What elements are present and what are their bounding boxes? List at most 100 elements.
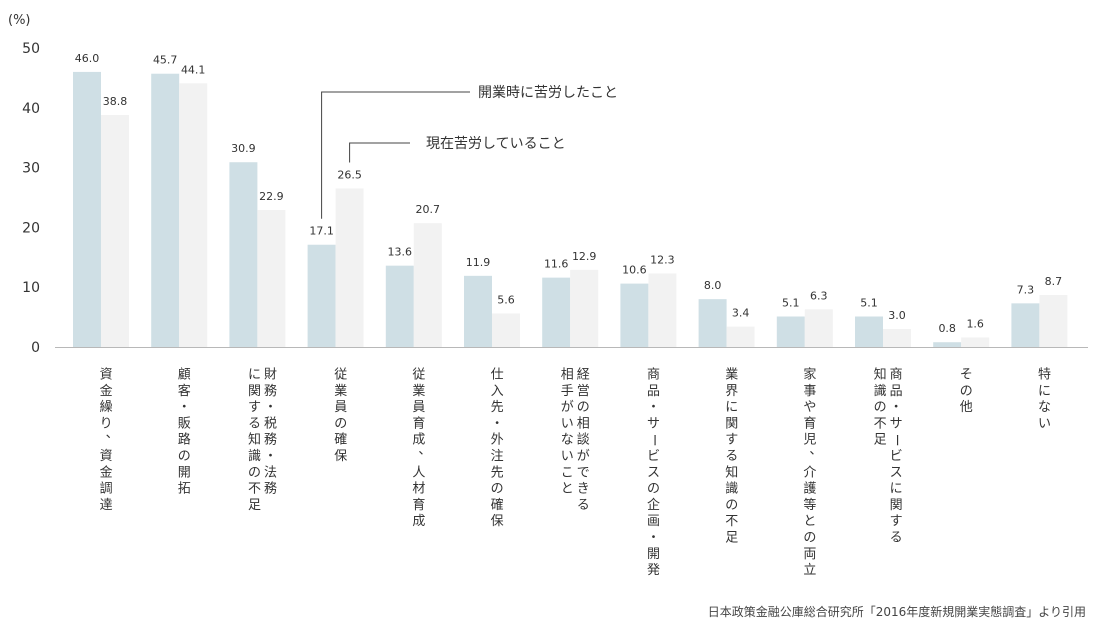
- bar-kaigyo: [855, 316, 883, 347]
- value-label: 5.1: [782, 297, 800, 310]
- bar-genzai: [570, 269, 599, 347]
- value-label: 12.3: [650, 253, 675, 266]
- bar-genzai: [648, 273, 677, 347]
- category-label-char: の: [178, 449, 191, 464]
- category-label-char: 特: [1038, 368, 1051, 383]
- category-label-char: 税: [264, 416, 277, 431]
- category-label-char: ・: [491, 416, 504, 431]
- y-tick-label: 0: [31, 340, 40, 356]
- category-label-char: 知: [874, 367, 887, 383]
- value-label: 17.1: [309, 225, 334, 238]
- category-label-char: ・: [647, 400, 660, 415]
- category-label-char: の: [334, 416, 347, 431]
- bar-kaigyo: [151, 73, 180, 348]
- category-label-char: に: [890, 482, 903, 497]
- value-label: 11.9: [466, 256, 491, 269]
- value-label: 7.3: [1017, 283, 1035, 296]
- category-label-char: 確: [334, 432, 347, 448]
- category-label-char: 保: [334, 449, 347, 464]
- category-label-char: 金: [100, 464, 113, 480]
- category-label-char: ・: [264, 449, 277, 464]
- category-label-char: 事: [803, 384, 816, 399]
- category-label-char: 界: [725, 384, 738, 399]
- category-label-char: の: [874, 400, 887, 415]
- category-label-char: ・: [890, 400, 903, 415]
- bar-genzai: [883, 329, 911, 347]
- category-label-char: 関: [890, 498, 903, 513]
- category-label-char: 成: [412, 433, 425, 448]
- category-label-char: ビ: [647, 449, 660, 464]
- value-label: 26.5: [337, 169, 362, 182]
- category-label-char: 資: [100, 368, 113, 383]
- category-label-char: ー: [889, 434, 904, 447]
- category-label-char: 材: [412, 482, 425, 497]
- category-label-char: 他: [960, 400, 973, 415]
- bar-genzai: [101, 114, 129, 347]
- value-label: 45.7: [153, 54, 178, 67]
- bar-kaigyo: [73, 71, 101, 348]
- category-label-char: 児: [803, 433, 816, 448]
- legend-leader-line-genzai: [349, 142, 410, 163]
- category-label-char: 客: [178, 383, 191, 399]
- category-label-char: 不: [874, 416, 887, 431]
- category-label-char: な: [1038, 400, 1051, 415]
- value-label: 0.8: [938, 322, 956, 335]
- category-label-char: 識: [725, 482, 738, 497]
- category-label-char: の: [647, 482, 660, 497]
- category-label-char: 育: [412, 415, 425, 431]
- legend-label-genzai: 現在苦労していること: [426, 136, 566, 152]
- value-label: 5.6: [497, 294, 515, 307]
- category-label-char: 務: [264, 482, 277, 497]
- category-label-char: に: [725, 400, 738, 415]
- category-label-char: 財: [264, 368, 277, 383]
- category-label-char: 保: [491, 514, 504, 529]
- category-label-char: る: [890, 531, 903, 546]
- value-label: 11.6: [544, 258, 569, 271]
- category-label-char: 両: [803, 547, 816, 562]
- category-label-char: 繰: [100, 400, 113, 415]
- category-label-char: 業: [412, 383, 425, 399]
- value-label: 46.0: [75, 52, 100, 65]
- category-label-char: す: [725, 433, 738, 448]
- category-label-char: 品: [647, 384, 660, 399]
- bar-kaigyo: [385, 265, 414, 347]
- category-label-char: の: [248, 465, 261, 480]
- category-label-char: 知: [248, 432, 261, 448]
- source-note: 日本政策金融公庫総合研究所「2016年度新規開業実態調査」より引用: [707, 605, 1086, 619]
- category-label-char: 商: [647, 368, 660, 383]
- value-label: 8.7: [1045, 275, 1063, 288]
- category-label-char: 企: [647, 497, 660, 513]
- category-label-char: ・: [647, 531, 660, 546]
- category-label-char: で: [577, 465, 590, 480]
- category-label-char: の: [491, 482, 504, 497]
- category-label-char: ・: [178, 400, 191, 415]
- bar-kaigyo: [1011, 303, 1040, 347]
- category-label-char: 相: [577, 416, 590, 431]
- value-label: 6.3: [810, 289, 828, 302]
- legend-label-kaigyo: 開業時に苦労したこと: [478, 85, 618, 101]
- category-label-char: 家: [803, 367, 816, 383]
- category-label-char: 不: [248, 482, 261, 497]
- bar-kaigyo: [307, 244, 336, 347]
- bar-kaigyo: [933, 342, 962, 347]
- category-label-char: 、: [418, 443, 431, 458]
- legend-leader-line-kaigyo: [321, 91, 470, 219]
- category-label-char: の: [960, 384, 973, 399]
- bar-kaigyo: [776, 316, 805, 347]
- value-label: 12.9: [572, 250, 597, 263]
- bar-kaigyo: [620, 283, 649, 347]
- category-label-char: 務: [264, 433, 277, 448]
- bar-genzai: [961, 337, 990, 347]
- category-label-char: 発: [647, 563, 660, 578]
- category-label-char: 成: [412, 514, 425, 529]
- bar-kaigyo: [464, 275, 492, 347]
- bar-kaigyo: [698, 299, 727, 347]
- category-label-char: 人: [412, 465, 425, 480]
- category-label-char: 務: [264, 384, 277, 399]
- category-label-char: 先: [491, 400, 504, 415]
- category-label-char: す: [248, 400, 261, 415]
- value-label: 5.1: [860, 297, 878, 310]
- category-label-char: 業: [725, 367, 738, 383]
- category-label-char: 識: [248, 449, 261, 464]
